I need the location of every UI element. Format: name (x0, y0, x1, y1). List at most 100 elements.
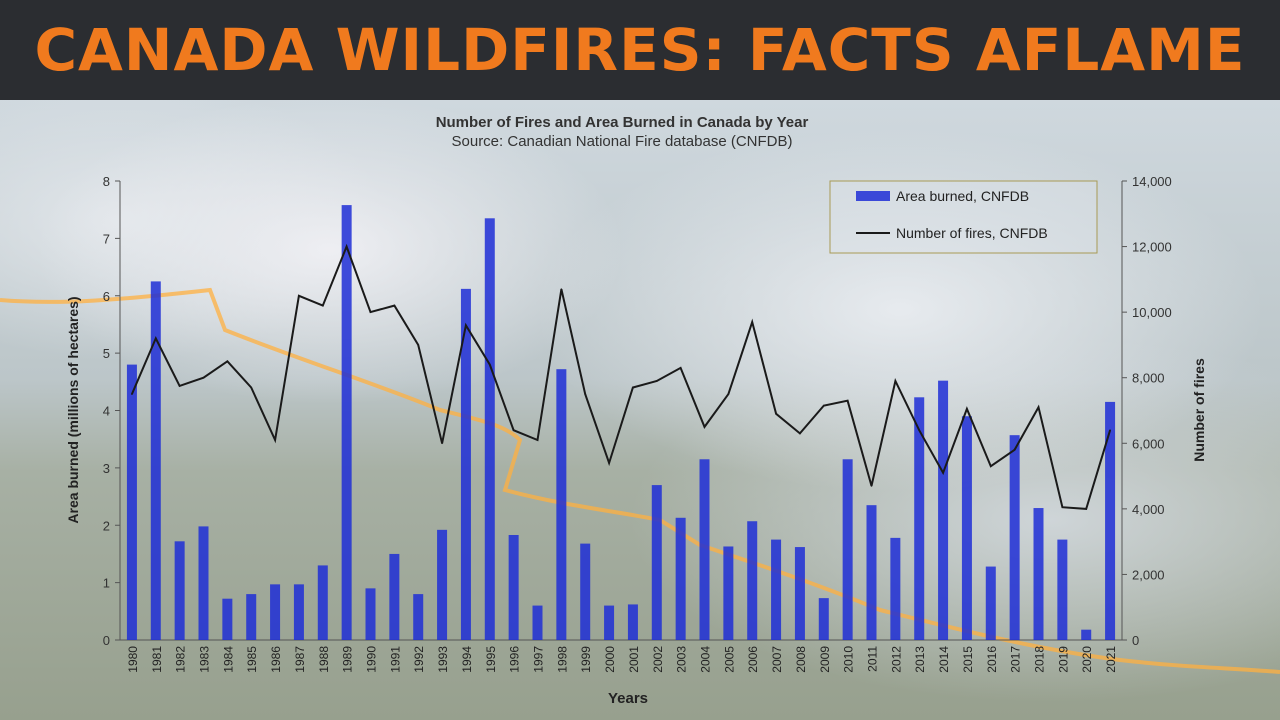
fires-point-1987 (298, 294, 300, 297)
fires-point-2009 (822, 404, 825, 407)
bar-1993 (437, 529, 448, 640)
x-tick-label: 2018 (1033, 646, 1047, 673)
fires-point-2021 (1109, 429, 1111, 431)
bar-1987 (293, 584, 304, 640)
bar-2013 (914, 397, 925, 640)
fires-point-1992 (417, 344, 420, 346)
fires-area-chart: Number of Fires and Area Burned in Canad… (0, 114, 1280, 707)
y-tick-label: 7 (103, 231, 110, 246)
fires-point-1995 (488, 363, 491, 366)
x-tick-label: 2011 (866, 646, 880, 672)
fires-point-1988 (321, 304, 324, 307)
bar-1999 (580, 543, 591, 640)
fires-point-2007 (775, 412, 777, 415)
bar-2014 (938, 380, 949, 640)
y2-tick-label: 4,000 (1132, 502, 1165, 517)
x-tick-label: 1996 (508, 646, 522, 673)
y2-tick-label: 8,000 (1132, 371, 1165, 386)
fires-point-2014 (942, 471, 944, 474)
bar-1984 (222, 598, 233, 640)
area-burned-bars (126, 205, 1116, 640)
bar-1990 (365, 588, 376, 640)
bar-2004 (699, 459, 710, 640)
fires-point-2015 (966, 408, 968, 410)
x-tick-label: 1994 (460, 646, 474, 673)
bar-1986 (270, 584, 281, 640)
x-tick-label: 2001 (627, 646, 641, 673)
fires-point-2008 (799, 432, 801, 435)
year-tick-labels: 1980 1981 1982 1983 1984 1985 1986 1987 1988 1989… (126, 646, 1118, 673)
bar-1981 (150, 281, 161, 640)
bar-1992 (413, 594, 424, 640)
bar-1985 (246, 594, 257, 640)
fires-point-2000 (608, 462, 610, 464)
x-tick-label: 1990 (365, 646, 379, 673)
y2-axis-label: Number of fires (1191, 358, 1207, 462)
x-tick-label: 1993 (436, 646, 450, 673)
fires-point-2006 (751, 321, 754, 323)
x-tick-label: 1997 (532, 646, 546, 673)
bar-2007 (771, 539, 782, 640)
x-tick-label: 1986 (269, 646, 283, 673)
bar-1983 (198, 526, 209, 640)
y-axis-label: Area burned (millions of hectares) (65, 296, 81, 523)
x-tick-label: 2006 (746, 646, 760, 673)
legend-bar-swatch (856, 191, 890, 201)
x-tick-label: 2009 (818, 646, 832, 673)
y-tick-label: 1 (103, 576, 110, 591)
x-tick-label: 2003 (675, 646, 689, 673)
bar-1998 (556, 369, 567, 640)
bar-2009 (818, 598, 829, 640)
fires-point-2019 (1061, 506, 1064, 509)
x-tick-label: 2017 (1009, 646, 1023, 673)
x-tick-label: 2016 (985, 646, 999, 673)
bar-2020 (1081, 629, 1092, 640)
fires-point-1983 (202, 376, 205, 379)
bar-1989 (341, 205, 352, 640)
legend-label-area: Area burned, CNFDB (896, 188, 1029, 204)
x-tick-label: 1984 (221, 646, 235, 673)
y2-tick-label: 6,000 (1132, 436, 1165, 451)
fires-point-2020 (1085, 508, 1088, 510)
legend: Area burned, CNFDB Number of fires, CNFD… (829, 180, 1098, 254)
bar-1997 (532, 605, 543, 640)
fires-point-2013 (918, 429, 921, 431)
y-tick-label: 3 (103, 461, 110, 476)
x-tick-label: 2004 (699, 646, 713, 673)
fires-point-1990 (369, 311, 372, 313)
fires-point-2003 (679, 367, 682, 369)
x-tick-label: 1987 (293, 646, 307, 673)
bar-2008 (794, 547, 805, 640)
x-tick-label: 2021 (1104, 646, 1118, 673)
bar-1996 (508, 535, 519, 640)
fires-point-1999 (584, 393, 587, 395)
bar-2012 (890, 537, 901, 640)
bar-2002 (651, 485, 662, 640)
x-tick-label: 1992 (412, 646, 426, 673)
fires-point-1996 (512, 429, 515, 431)
fires-point-2001 (632, 386, 634, 389)
bar-2011 (866, 505, 877, 640)
bar-1988 (317, 565, 328, 640)
x-tick-label: 1999 (579, 646, 593, 673)
y2-tick-label: 10,000 (1132, 305, 1172, 320)
x-tick-label: 1981 (150, 646, 164, 673)
bar-1994 (460, 288, 471, 640)
fires-point-1980 (131, 393, 133, 395)
y2-tick-label: 12,000 (1132, 240, 1172, 255)
bar-1995 (484, 218, 495, 640)
x-tick-label: 2008 (794, 646, 808, 673)
y-tick-label: 5 (103, 346, 110, 361)
fires-series-line (130, 243, 1112, 510)
y2-tick-label: 14,000 (1132, 174, 1172, 189)
fires-point-1982 (178, 385, 181, 387)
bar-2016 (985, 566, 996, 640)
bar-2021 (1105, 401, 1116, 640)
x-tick-label: 2013 (913, 646, 927, 673)
y2-tick-label: 0 (1132, 633, 1139, 648)
title-banner: CANADA WILDFIRES: FACTS AFLAME (0, 0, 1280, 100)
x-tick-label: 2007 (770, 646, 784, 673)
y-tick-label: 4 (103, 404, 110, 419)
fires-point-1997 (536, 439, 539, 441)
bar-2017 (1009, 435, 1020, 640)
